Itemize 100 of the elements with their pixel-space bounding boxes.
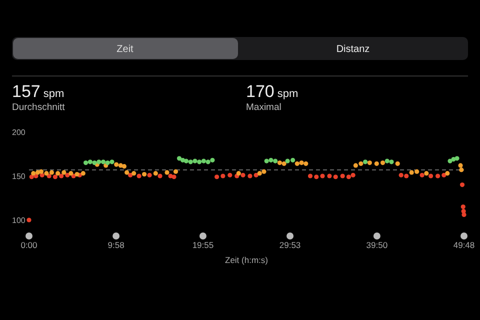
- point: [56, 171, 60, 176]
- point: [350, 172, 356, 178]
- point: [132, 171, 136, 176]
- point: [184, 158, 189, 164]
- x-axis-title: Zeit (h:m:s): [225, 255, 268, 265]
- y-tick-label: 100: [12, 216, 26, 225]
- point: [128, 172, 133, 178]
- point: [448, 158, 452, 164]
- point: [462, 212, 466, 218]
- point: [88, 160, 92, 164]
- point: [459, 168, 464, 172]
- point: [374, 161, 379, 166]
- point: [264, 158, 269, 164]
- point: [62, 170, 66, 175]
- point: [384, 158, 390, 164]
- point: [285, 158, 290, 164]
- point: [201, 158, 206, 164]
- y-tick-label: 200: [12, 128, 26, 137]
- point: [445, 171, 450, 176]
- point: [38, 169, 44, 174]
- point: [173, 169, 178, 174]
- point: [362, 160, 368, 164]
- point: [29, 174, 34, 180]
- point: [268, 158, 274, 162]
- point: [228, 172, 232, 178]
- point: [68, 171, 74, 176]
- x-tick-label: 9:58: [108, 240, 125, 250]
- point: [153, 171, 158, 176]
- point: [273, 158, 278, 164]
- point: [214, 174, 220, 180]
- point: [320, 174, 325, 178]
- point: [105, 160, 110, 166]
- point: [124, 170, 130, 175]
- point: [122, 164, 127, 169]
- point: [52, 174, 58, 180]
- point: [262, 169, 266, 174]
- point: [314, 174, 319, 180]
- point: [197, 160, 202, 164]
- point: [428, 174, 434, 178]
- point: [420, 172, 424, 178]
- x-tick-label: 49:48: [453, 240, 475, 250]
- point: [83, 160, 88, 166]
- point: [164, 170, 170, 175]
- point: [424, 171, 429, 176]
- point: [80, 171, 86, 176]
- point: [404, 174, 409, 178]
- point: [282, 161, 286, 166]
- point: [236, 171, 241, 176]
- point: [395, 161, 400, 166]
- point: [240, 172, 246, 178]
- point: [333, 174, 338, 180]
- point: [206, 160, 210, 164]
- point: [158, 174, 162, 178]
- point: [389, 160, 394, 164]
- point: [44, 171, 49, 176]
- point: [435, 174, 440, 178]
- point: [49, 170, 54, 175]
- text: Maximal: [246, 102, 282, 113]
- point: [192, 158, 198, 164]
- point: [454, 156, 460, 161]
- point: [96, 160, 102, 164]
- point: [248, 174, 252, 178]
- point: [442, 172, 446, 178]
- point: [458, 163, 463, 168]
- point: [176, 156, 182, 161]
- text: 170 spm: [246, 82, 298, 101]
- point: [59, 174, 64, 178]
- point: [220, 174, 226, 178]
- point: [460, 182, 465, 188]
- point: [290, 158, 296, 162]
- text: 157 spm: [12, 82, 64, 101]
- point: [460, 204, 466, 210]
- x-tick-label: 39:50: [366, 240, 388, 250]
- y-tick-label: 150: [12, 172, 26, 181]
- point: [299, 160, 304, 166]
- point: [346, 174, 351, 180]
- x-tick-label: 29:53: [279, 240, 301, 250]
- text: Zeit: [116, 44, 134, 55]
- point: [188, 160, 193, 164]
- point: [26, 218, 32, 222]
- point: [74, 172, 80, 177]
- point: [294, 161, 300, 166]
- point: [147, 172, 152, 178]
- point: [304, 161, 308, 166]
- point: [114, 162, 119, 167]
- point: [380, 160, 386, 166]
- point: [398, 172, 404, 178]
- point: [92, 160, 97, 166]
- point: [367, 160, 372, 166]
- point: [172, 174, 176, 180]
- point: [277, 160, 282, 166]
- text: Durchschnitt: [12, 102, 66, 113]
- text: Distanz: [336, 44, 370, 55]
- x-tick-label: 19:55: [192, 240, 214, 250]
- point: [353, 163, 358, 168]
- x-tick-label: 0:00: [20, 240, 38, 250]
- point: [31, 171, 36, 176]
- point: [257, 171, 262, 176]
- point: [142, 172, 147, 177]
- point: [100, 160, 106, 164]
